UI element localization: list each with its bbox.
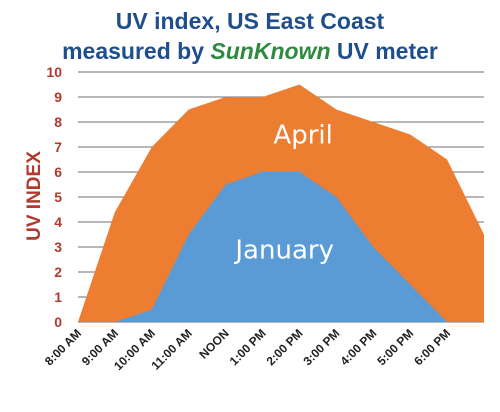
- title-suffix: UV meter: [330, 38, 438, 64]
- y-tick-label: 9: [54, 89, 62, 105]
- area-january: [78, 172, 484, 322]
- x-tick-label: 11:00 AM: [148, 326, 194, 372]
- x-tick-label: NOON: [196, 326, 231, 361]
- x-tick-label: 8:00 AM: [42, 326, 84, 368]
- y-axis-label: UV INDEX: [24, 151, 45, 241]
- title-prefix: measured by: [62, 38, 211, 64]
- y-tick-label: 4: [54, 214, 62, 230]
- title-brand: SunKnown: [210, 38, 331, 64]
- chart-title-line2: measured by SunKnown UV meter: [0, 36, 500, 66]
- y-tick-label: 8: [54, 114, 62, 130]
- y-axis-ticks: 0 1 2 3 4 5 6 7 8 9 10: [46, 64, 62, 330]
- y-tick-label: 6: [54, 164, 62, 180]
- series-label-april: April: [273, 121, 332, 151]
- y-tick-label: 7: [54, 139, 62, 155]
- x-tick-label: 2:00 PM: [264, 326, 306, 368]
- area-series: [78, 84, 484, 322]
- chart-title-line1: UV index, US East Coast: [115, 8, 385, 34]
- series-label-january: January: [233, 236, 334, 266]
- x-tick-label: 1:00 PM: [227, 326, 269, 368]
- y-tick-label: 2: [54, 264, 62, 280]
- y-tick-label: 10: [46, 64, 62, 80]
- y-tick-label: 3: [54, 239, 62, 255]
- x-tick-label: 5:00 PM: [374, 326, 416, 368]
- y-tick-label: 0: [54, 314, 62, 330]
- y-tick-label: 5: [54, 189, 62, 205]
- series-labels: April January: [233, 121, 334, 266]
- x-tick-label: 6:00 PM: [411, 326, 453, 368]
- x-tick-label: 3:00 PM: [301, 326, 343, 368]
- x-tick-label: 4:00 PM: [337, 326, 379, 368]
- chart-title: UV index, US East Coast measured by SunK…: [0, 6, 500, 66]
- y-tick-label: 1: [54, 289, 62, 305]
